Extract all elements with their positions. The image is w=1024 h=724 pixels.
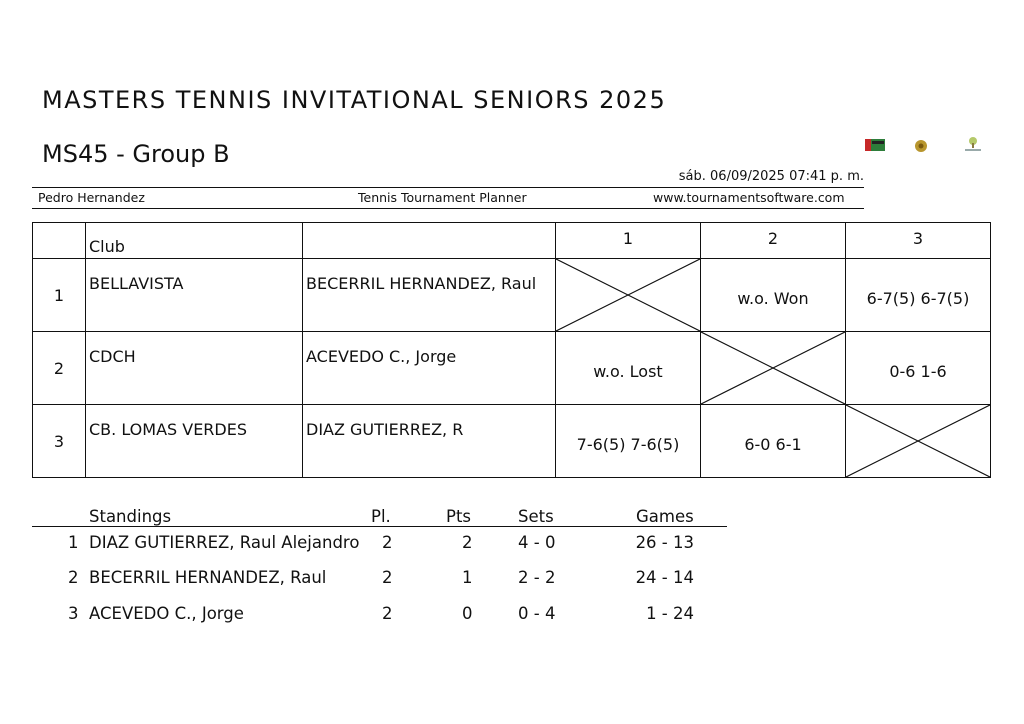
cross-out-icon [556,259,700,331]
games-value: 24 - 14 [635,568,694,587]
rank: 1 [68,533,79,552]
club-cell: CB. LOMAS VERDES [85,404,303,478]
match-score: w.o. Lost [593,361,663,381]
played-value: 2 [382,568,393,587]
self-match-cell [555,258,701,332]
software-name: Tennis Tournament Planner [358,190,527,205]
sets-value: 2 - 2 [518,568,556,587]
games-value: 1 - 24 [646,604,694,623]
rank: 2 [68,568,79,587]
match-score: w.o. Won [737,288,809,308]
points-value: 0 [462,604,473,623]
match-score: 6-0 6-1 [744,434,802,454]
draw-header-row: Club 1 2 3 [32,222,991,259]
match-score-cell[interactable]: w.o. Won [700,258,846,332]
player-name[interactable]: ACEVEDO C., Jorge [306,347,457,366]
player-name[interactable]: DIAZ GUTIERREZ, Raul Alejandro [89,533,360,552]
club-name: BELLAVISTA [89,274,184,293]
played-header: Pl. [371,507,391,526]
seed-cell: 3 [32,404,86,478]
games-value: 26 - 13 [635,533,694,552]
seed-number: 1 [53,285,65,305]
seed-cell: 2 [32,331,86,405]
played-value: 2 [382,604,393,623]
draw-row: 3 CB. LOMAS VERDES DIAZ GUTIERREZ, R 7-6(5)… [32,404,991,478]
match-score: 7-6(5) 7-6(5) [576,434,680,454]
cross-out-icon [846,405,990,477]
player-cell: BECERRIL HERNANDEZ, Raul [302,258,556,332]
match-score-cell[interactable]: 6-0 6-1 [700,404,846,478]
col-header: 2 [700,222,846,259]
col-header: 1 [555,222,701,259]
club-cell: CDCH [85,331,303,405]
divider [32,208,864,209]
col-header: 3 [845,222,991,259]
seed-number: 3 [53,431,65,451]
sponsor-logo-tree [965,137,981,151]
divider [32,187,864,188]
print-datetime: sáb. 06/09/2025 07:41 p. m. [678,169,864,184]
match-score-cell[interactable]: 7-6(5) 7-6(5) [555,404,701,478]
points-value: 2 [462,533,473,552]
sets-header: Sets [518,507,554,526]
match-score-cell[interactable]: 0-6 1-6 [845,331,991,405]
player-name[interactable]: BECERRIL HERNANDEZ, Raul [306,274,537,293]
cross-out-icon [701,332,845,404]
match-score-cell[interactable]: 6-7(5) 6-7(5) [845,258,991,332]
col-header-label: 2 [767,229,779,248]
draw-table: Club 1 2 3 1 BELLAVISTA BECERRIL HERNANDEZ… [32,222,991,478]
group-title: MS45 - Group B [42,140,230,168]
games-header: Games [636,507,694,526]
played-value: 2 [382,533,393,552]
rank: 3 [68,604,79,623]
seed-cell: 1 [32,258,86,332]
sets-value: 4 - 0 [518,533,556,552]
self-match-cell [700,331,846,405]
tournament-title: MASTERS TENNIS INVITATIONAL SENIORS 2025 [42,86,667,114]
col-header-label: 3 [912,229,924,248]
seed-number: 2 [53,358,65,378]
self-match-cell [845,404,991,478]
club-name: CDCH [89,347,136,366]
match-score: 0-6 1-6 [889,361,947,381]
draw-row: 1 BELLAVISTA BECERRIL HERNANDEZ, Raul w.o. … [32,258,991,332]
player-header [302,222,556,259]
organizer-name: Pedro Hernandez [38,190,145,205]
divider [32,526,727,527]
match-score: 6-7(5) 6-7(5) [866,288,970,308]
pos-header [32,222,86,259]
match-score-cell[interactable]: w.o. Lost [555,331,701,405]
draw-row: 2 CDCH ACEVEDO C., Jorge w.o. Lost 0-6 1-6 [32,331,991,405]
sponsor-logo-flag [865,139,885,151]
player-name[interactable]: BECERRIL HERNANDEZ, Raul [89,568,327,587]
club-header-label: Club [89,237,125,256]
player-cell: ACEVEDO C., Jorge [302,331,556,405]
player-name[interactable]: DIAZ GUTIERREZ, R [306,420,464,439]
club-header: Club [85,222,303,259]
club-cell: BELLAVISTA [85,258,303,332]
sets-value: 0 - 4 [518,604,556,623]
player-cell: DIAZ GUTIERREZ, R [302,404,556,478]
standings-header: Standings [89,507,172,526]
col-header-label: 1 [622,229,634,248]
website-link[interactable]: www.tournamentsoftware.com [653,190,845,205]
club-name: CB. LOMAS VERDES [89,420,248,439]
player-name[interactable]: ACEVEDO C., Jorge [89,604,244,623]
points-header: Pts [446,507,472,526]
sponsor-logo-seal [915,140,927,152]
points-value: 1 [462,568,473,587]
